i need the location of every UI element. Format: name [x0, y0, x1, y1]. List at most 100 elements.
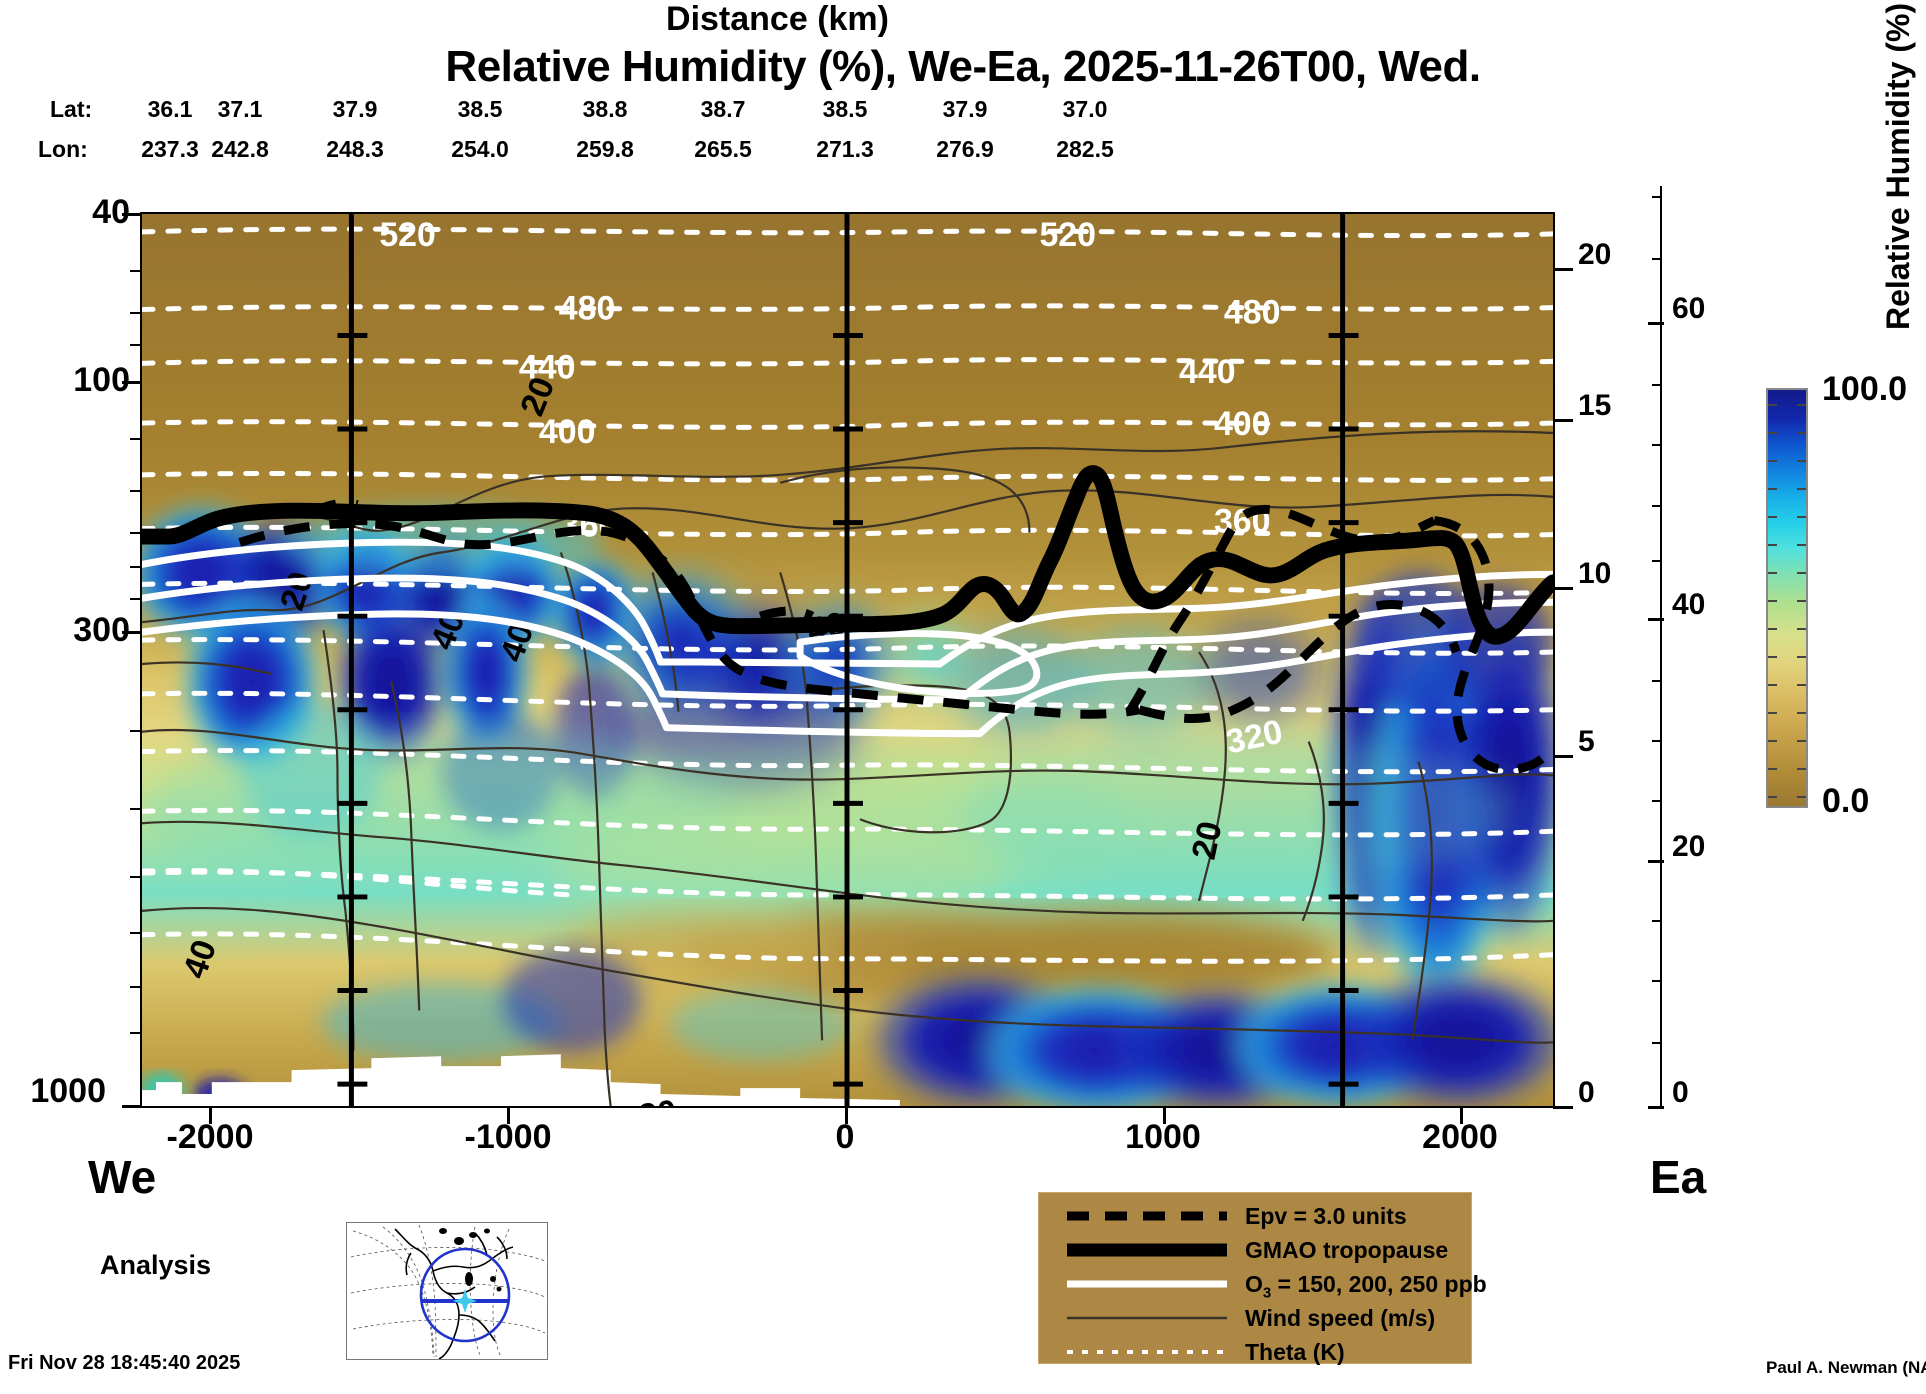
p-axis-minor-tick [130, 490, 142, 492]
colorbar-tick [1797, 572, 1806, 574]
lon-value: 254.0 [451, 136, 509, 162]
distance-major-tick [845, 1106, 848, 1124]
west-endpoint-label: We [88, 1151, 157, 1203]
lon-value: 259.8 [576, 136, 634, 162]
p-axis-minor-tick [130, 730, 142, 732]
domain-circle [419, 1247, 511, 1343]
z-kft-tick-label: 20 [1672, 830, 1706, 863]
z-km-major-tick [1553, 419, 1573, 422]
p-axis-minor-tick [130, 566, 142, 568]
colorbar[interactable] [1766, 388, 1808, 808]
lon-value: 282.5 [1056, 136, 1114, 162]
z-km-tick-label: 0 [1578, 1076, 1595, 1109]
colorbar-tick [1797, 684, 1806, 686]
p-axis: P (hPa) 40 100 300 1000 [0, 0, 142, 1110]
lat-value: 37.9 [332, 96, 378, 122]
theta-legend-symbol [1067, 1350, 1227, 1354]
svg-text:440: 440 [519, 348, 576, 386]
z-kft-minor-tick [1652, 196, 1662, 198]
lon-value: 271.3 [816, 136, 874, 162]
svg-text:480: 480 [1224, 294, 1281, 332]
p-axis-minor-tick [130, 986, 142, 988]
p-axis-major-tick [122, 631, 142, 634]
gmao-tropopause-line [142, 465, 1553, 645]
lat-value: 38.8 [582, 96, 628, 122]
colorbar-tick [1797, 656, 1806, 658]
colorbar-tick [1797, 488, 1806, 490]
lat-value: 37.1 [217, 96, 263, 122]
legend-row: Wind speed (m/s) [1039, 1301, 1471, 1335]
wind-speed-legend-symbol [1067, 1316, 1227, 1320]
timestamp-label: Fri Nov 28 18:45:40 2025 [8, 1352, 241, 1374]
z-kft-major-tick [1648, 618, 1664, 621]
cross-section-plot[interactable]: 520 520 480 480 440 440 400 400 360 360 … [140, 212, 1555, 1108]
p-axis-minor-tick [130, 598, 142, 600]
z-km-major-tick [1553, 587, 1573, 590]
distance-major-tick [1163, 1106, 1166, 1124]
z-km-major-tick [1553, 1106, 1573, 1109]
p-axis-minor-tick [130, 344, 142, 346]
ozone-contours [142, 538, 1553, 738]
colorbar-title: Relative Humidity (%) [1880, 2, 1916, 330]
distance-tick-label: 1000 [1125, 1118, 1201, 1156]
z-kft-major-tick [1648, 860, 1664, 863]
p-axis-tick-label: 1000 [30, 1072, 106, 1110]
credit-label: Paul A. Newman (NASA [1766, 1358, 1926, 1377]
z-kft-minor-tick [1652, 980, 1662, 982]
svg-text:20: 20 [636, 1093, 679, 1106]
p-axis-tick-label: 300 [73, 611, 130, 649]
z-km-tick-label: 15 [1578, 389, 1612, 422]
relative-humidity-field: 520 520 480 480 440 440 400 400 360 360 … [142, 214, 1553, 1106]
colorbar-tick [1768, 572, 1777, 574]
z-km-major-tick [1553, 268, 1573, 271]
colorbar-tick [1797, 600, 1806, 602]
legend-label: Epv = 3.0 units [1245, 1203, 1407, 1229]
colorbar-tick [1797, 628, 1806, 630]
colorbar-tick [1797, 544, 1806, 546]
coastline-islands [439, 1228, 502, 1292]
svg-text:480: 480 [559, 290, 616, 328]
z-km-tick-label: 20 [1578, 238, 1612, 271]
page-title: Relative Humidity (%), We-Ea, 2025-11-26… [445, 42, 1481, 91]
z-kft-minor-tick [1652, 505, 1662, 507]
p-axis-major-tick [122, 381, 142, 384]
z-kft-minor-tick [1652, 800, 1662, 802]
colorbar-tick [1768, 488, 1777, 490]
lat-value: 37.9 [942, 96, 988, 122]
colorbar-tick [1768, 768, 1777, 770]
lat-row: Lat: 36.1 37.1 37.9 38.5 38.8 38.7 38.5 … [0, 96, 1926, 126]
colorbar-tick [1797, 768, 1806, 770]
distance-axis: -2000 -1000 0 1000 2000 Distance (km) [0, 0, 1555, 1156]
lat-value: 38.5 [457, 96, 503, 122]
svg-text:400: 400 [1214, 405, 1271, 443]
distance-tick-label: -2000 [166, 1118, 254, 1156]
vertical-reference-lines [348, 214, 1346, 1106]
z-kft-axis: Z (kft) 0 20 40 60 [0, 0, 1705, 1109]
z-kft-tick-label: 0 [1672, 1076, 1689, 1109]
colorbar-tick [1797, 460, 1806, 462]
z-kft-tick-label: 40 [1672, 588, 1706, 621]
center-star-icon [453, 1289, 477, 1313]
coastlines [394, 1228, 514, 1360]
inset-locator-map[interactable] [346, 1222, 548, 1360]
colorbar-tick [1797, 404, 1806, 406]
colorbar-tick [1797, 432, 1806, 434]
lat-value: 38.5 [822, 96, 868, 122]
lon-label: Lon: [38, 136, 88, 162]
colorbar-tick [1797, 516, 1806, 518]
p-axis-minor-tick [130, 438, 142, 440]
lon-value: 242.8 [211, 136, 269, 162]
colorbar-tick [1768, 712, 1777, 714]
lat-value: 36.1 [147, 96, 193, 122]
colorbar-tick [1768, 544, 1777, 546]
z-km-axis: Z (km) 0 5 10 15 20 [0, 0, 1611, 1109]
svg-text:440: 440 [1179, 353, 1236, 391]
p-axis-major-tick [122, 1105, 142, 1108]
lat-value: 37.0 [1062, 96, 1108, 122]
svg-text:520: 520 [1039, 216, 1096, 254]
epv-legend-symbol [1067, 1211, 1227, 1221]
legend-row: Theta (K) [1039, 1335, 1471, 1369]
colorbar-tick [1768, 600, 1777, 602]
colorbar-tick [1768, 404, 1777, 406]
distance-tick-label: -1000 [464, 1118, 552, 1156]
